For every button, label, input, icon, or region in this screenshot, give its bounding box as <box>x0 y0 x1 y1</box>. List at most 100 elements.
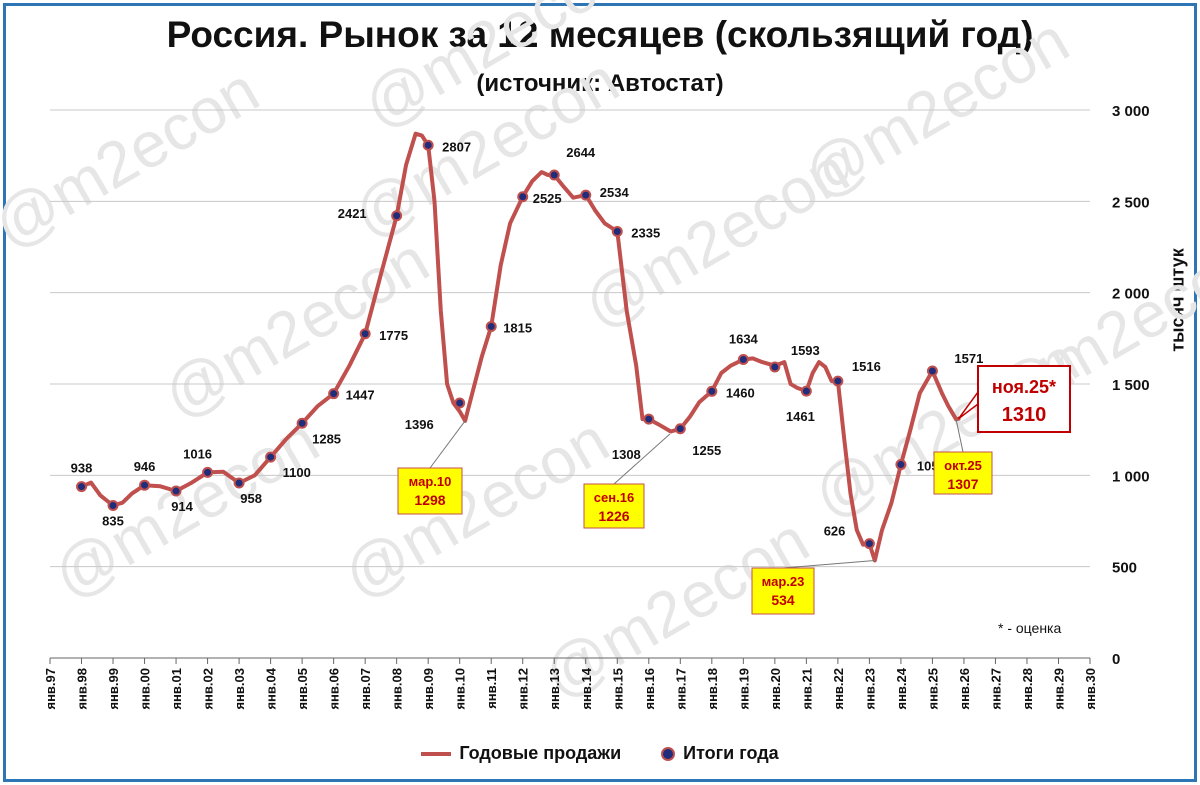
point-label: 1634 <box>729 332 759 347</box>
x-tick-label: янв.05 <box>295 668 310 710</box>
annotation-value: 1298 <box>414 492 445 508</box>
chart-subtitle: (источник: Автостат) <box>476 70 724 97</box>
x-tick-label: янв.14 <box>579 667 594 709</box>
watermark-text: @m2econ <box>791 3 1080 212</box>
legend-label-year-totals: Итоги года <box>683 743 779 763</box>
year-point <box>800 385 812 397</box>
y-tick-label: 1 000 <box>1112 468 1150 485</box>
year-point <box>422 139 434 151</box>
x-tick-label: янв.28 <box>1020 668 1035 710</box>
year-point <box>107 499 119 511</box>
x-tick-label: янв.02 <box>201 668 216 710</box>
x-tick-label: янв.10 <box>453 668 468 710</box>
annotation-leader <box>782 559 875 569</box>
y-tick-label: 500 <box>1112 560 1137 577</box>
point-label: 1447 <box>346 388 375 403</box>
x-tick-label: янв.09 <box>421 668 436 710</box>
year-point <box>359 328 371 340</box>
year-point <box>233 477 245 489</box>
year-point <box>611 225 623 237</box>
point-label: 938 <box>71 461 93 476</box>
annotation-box <box>583 483 645 529</box>
point-label: 1516 <box>852 359 881 374</box>
x-tick-label: янв.11 <box>484 668 499 709</box>
y-tick-label: 0 <box>1112 651 1120 668</box>
point-label: 835 <box>102 513 124 528</box>
year-point <box>76 481 88 493</box>
point-label: 1396 <box>405 417 434 432</box>
callout-label: ноя.25* <box>992 377 1056 397</box>
callout-value: 1310 <box>1002 404 1047 426</box>
x-tick-label: янв.27 <box>988 668 1003 710</box>
x-tick-label: янв.03 <box>232 668 247 710</box>
annotation-value: 1307 <box>947 476 978 492</box>
year-point <box>832 375 844 387</box>
y-tick-label: 1 500 <box>1112 377 1150 394</box>
point-label: 1461 <box>786 409 815 424</box>
point-label: 1255 <box>692 443 721 458</box>
x-tick-label: янв.99 <box>106 668 121 710</box>
year-point <box>485 320 497 332</box>
annotation-box <box>397 467 463 515</box>
year-point <box>170 485 182 497</box>
y-tick-label: 3 000 <box>1112 103 1150 120</box>
point-label: 914 <box>171 499 193 514</box>
point-label: 1571 <box>954 351 983 366</box>
year-point <box>580 189 592 201</box>
legend-item-year-totals: Итоги года <box>661 743 779 764</box>
footnote: * - оценка <box>998 620 1062 636</box>
year-point <box>769 361 781 373</box>
annotation-box <box>751 567 815 615</box>
point-label: 958 <box>240 491 262 506</box>
point-label: 1308 <box>612 447 641 462</box>
point-label: 2534 <box>600 185 630 200</box>
y-tick-label: 2 000 <box>1112 286 1150 303</box>
x-tick-label: янв.12 <box>516 668 531 710</box>
annotation-leader <box>429 420 466 469</box>
series-line-annual-sales <box>79 131 961 563</box>
point-label: 1775 <box>379 328 408 343</box>
annotation-value: 1226 <box>598 508 629 524</box>
year-point <box>328 388 340 400</box>
watermark-text: @m2econ <box>0 53 270 262</box>
annotation-label: сен.16 <box>594 490 634 505</box>
x-tick-label: янв.29 <box>1051 668 1066 710</box>
annotation-label: мар.23 <box>762 574 805 589</box>
year-point <box>296 417 308 429</box>
x-tick-label: янв.16 <box>642 668 657 710</box>
year-point <box>926 365 938 377</box>
legend-dot-swatch <box>661 746 676 761</box>
callout-box <box>977 365 1071 433</box>
year-point <box>391 210 403 222</box>
year-point <box>265 451 277 463</box>
year-point <box>863 538 875 550</box>
annotation-label: мар.10 <box>409 474 452 489</box>
chart-title: Россия. Рынок за 12 месяцев (скользящий … <box>166 14 1034 55</box>
annotation-value: 534 <box>771 592 795 608</box>
year-point <box>643 413 655 425</box>
x-tick-label: янв.13 <box>547 668 562 710</box>
x-tick-label: янв.18 <box>705 668 720 710</box>
legend-item-annual-sales: Годовые продажи <box>421 743 621 764</box>
year-point <box>674 423 686 435</box>
legend-line-swatch <box>421 751 452 756</box>
point-label: 2525 <box>533 191 562 206</box>
annotation-leader <box>955 419 964 453</box>
x-tick-label: янв.07 <box>358 668 373 710</box>
year-point <box>517 191 529 203</box>
annotation-label: окт.25 <box>944 458 982 473</box>
x-tick-label: янв.04 <box>264 667 279 709</box>
y-tick-label: 2 500 <box>1112 194 1150 211</box>
x-tick-label: янв.06 <box>327 668 342 710</box>
point-label: 626 <box>824 524 846 539</box>
point-label: 946 <box>134 459 156 474</box>
point-label: 1593 <box>791 343 820 358</box>
legend-label-annual-sales: Годовые продажи <box>459 743 622 763</box>
x-tick-label: янв.26 <box>957 668 972 710</box>
year-point <box>706 385 718 397</box>
x-tick-label: янв.00 <box>138 668 153 710</box>
year-point <box>895 459 907 471</box>
annotation-box <box>933 451 993 495</box>
point-label: 2807 <box>442 139 471 154</box>
